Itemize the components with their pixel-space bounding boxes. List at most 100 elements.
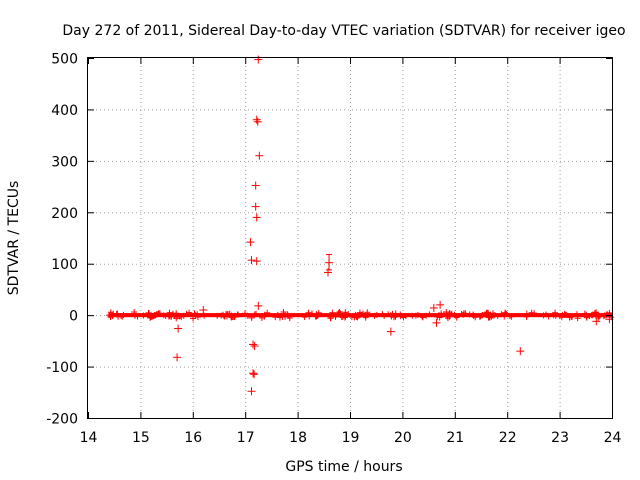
data-point bbox=[254, 301, 263, 310]
band-marker bbox=[606, 309, 613, 316]
band-marker bbox=[423, 312, 430, 319]
data-point bbox=[251, 181, 260, 190]
x-tick-label: 16 bbox=[184, 430, 202, 446]
band-marker bbox=[248, 314, 255, 321]
band-marker bbox=[360, 310, 367, 317]
data-point bbox=[174, 324, 183, 333]
band-marker bbox=[342, 313, 349, 320]
band-marker bbox=[186, 309, 193, 316]
data-point bbox=[252, 115, 261, 124]
band-marker bbox=[241, 310, 248, 317]
band-marker bbox=[589, 312, 596, 319]
y-tick-label: -100 bbox=[46, 360, 78, 376]
band-marker bbox=[223, 313, 230, 320]
band-marker bbox=[244, 312, 251, 319]
x-tick-label: 18 bbox=[289, 430, 307, 446]
band-marker bbox=[436, 312, 443, 319]
axis-ticks: 14 15 16 17 18 19 20 21 22 23 24 -200 -100 0 100 200 300… bbox=[46, 52, 621, 447]
band-marker bbox=[180, 312, 187, 319]
band-marker bbox=[113, 310, 120, 317]
band-marker bbox=[592, 310, 599, 317]
band-marker bbox=[235, 311, 242, 318]
band-marker bbox=[447, 310, 454, 317]
band-marker bbox=[327, 315, 334, 322]
band-marker bbox=[231, 314, 238, 321]
x-tick-label: 17 bbox=[237, 430, 255, 446]
band-marker bbox=[176, 313, 183, 320]
band-marker bbox=[301, 314, 308, 321]
band-marker bbox=[131, 309, 138, 316]
band-marker bbox=[282, 313, 289, 320]
data-point bbox=[436, 300, 445, 309]
y-tick-label: 400 bbox=[51, 103, 78, 119]
band-marker bbox=[280, 308, 287, 315]
band-marker bbox=[109, 312, 116, 319]
data-point bbox=[249, 369, 258, 378]
band-marker bbox=[470, 312, 477, 319]
band-marker bbox=[337, 310, 344, 317]
band-marker bbox=[397, 313, 404, 320]
band-marker bbox=[379, 311, 386, 318]
y-tick-label: 200 bbox=[51, 206, 78, 222]
data-point bbox=[250, 342, 259, 350]
data-point bbox=[252, 257, 261, 266]
band-marker bbox=[583, 314, 590, 321]
band-marker bbox=[264, 309, 271, 316]
band-marker bbox=[502, 309, 509, 316]
band-marker bbox=[119, 313, 126, 320]
band-marker bbox=[486, 314, 493, 321]
band-marker bbox=[305, 309, 312, 316]
data-point bbox=[173, 353, 182, 362]
band-marker bbox=[479, 311, 486, 318]
band-marker bbox=[131, 312, 138, 319]
band-marker bbox=[390, 314, 397, 321]
x-tick-label: 19 bbox=[342, 430, 360, 446]
data-point bbox=[386, 327, 395, 336]
data-point bbox=[247, 256, 256, 265]
band-marker bbox=[502, 310, 509, 317]
band-marker bbox=[314, 312, 321, 319]
band-marker bbox=[276, 314, 283, 321]
x-tick-label: 22 bbox=[499, 430, 517, 446]
band-marker bbox=[306, 313, 313, 320]
x-tick-label: 15 bbox=[132, 430, 150, 446]
band-marker bbox=[596, 313, 603, 320]
data-point bbox=[516, 347, 525, 356]
band-marker bbox=[373, 311, 380, 318]
error-bar bbox=[326, 253, 333, 271]
band-marker bbox=[419, 314, 426, 321]
band-marker bbox=[506, 312, 513, 319]
band-marker bbox=[491, 312, 498, 319]
band-marker bbox=[566, 314, 573, 321]
band-marker bbox=[552, 312, 559, 319]
band-marker bbox=[402, 313, 409, 320]
plot-frame bbox=[87, 57, 613, 419]
band-marker bbox=[501, 313, 508, 320]
data-point bbox=[254, 55, 263, 64]
band-marker bbox=[531, 310, 538, 317]
band-marker bbox=[508, 313, 515, 320]
band-marker bbox=[251, 311, 258, 318]
y-tick-label: 100 bbox=[51, 257, 78, 273]
band-marker bbox=[156, 310, 163, 317]
band-marker bbox=[146, 310, 153, 317]
band-marker bbox=[440, 311, 447, 318]
y-tick-label: 300 bbox=[51, 154, 78, 170]
data-points bbox=[173, 55, 614, 396]
y-tick-label: -200 bbox=[46, 412, 78, 428]
band-marker bbox=[201, 312, 208, 319]
band-marker bbox=[552, 309, 559, 316]
data-point bbox=[250, 370, 259, 379]
band-marker bbox=[419, 313, 426, 320]
x-tick-label: 20 bbox=[394, 430, 412, 446]
band-marker bbox=[219, 311, 226, 318]
band-marker bbox=[140, 312, 147, 319]
data-point bbox=[251, 202, 260, 211]
x-tick-label: 14 bbox=[80, 430, 98, 446]
y-tick-label: 0 bbox=[69, 309, 78, 325]
band-marker bbox=[444, 315, 451, 322]
data-band bbox=[106, 308, 615, 322]
band-marker bbox=[192, 312, 199, 319]
data-point bbox=[592, 317, 601, 326]
